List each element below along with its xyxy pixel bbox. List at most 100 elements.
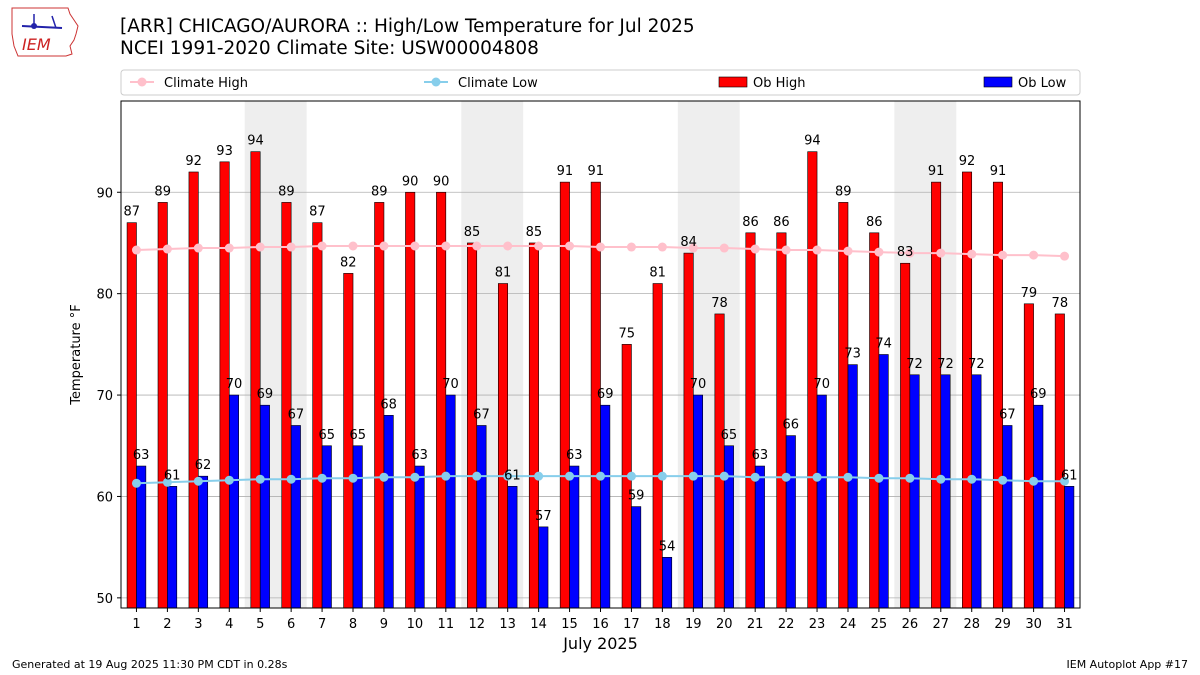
ob-low-label: 63 <box>752 448 769 463</box>
ob-low-bar <box>600 404 611 609</box>
x-tick-label: 19 <box>685 617 702 632</box>
climate-high-point <box>936 248 946 258</box>
ob-high-label: 91 <box>928 164 945 179</box>
ob-low-label: 73 <box>844 347 861 362</box>
footer-app: IEM Autoplot App #17 <box>1066 658 1189 671</box>
legend-ob-low-swatch <box>983 76 1013 88</box>
climate-high-point <box>379 241 389 251</box>
climate-high-point <box>162 244 172 254</box>
x-tick-label: 13 <box>499 617 516 632</box>
ob-high-label: 86 <box>773 215 790 230</box>
climate-low-point <box>657 471 667 481</box>
ob-high-bar <box>992 181 1003 609</box>
ob-high-bar <box>962 171 973 609</box>
ob-low-label: 70 <box>690 377 707 392</box>
ob-high-label: 81 <box>649 266 666 281</box>
ob-high-label: 85 <box>464 225 481 240</box>
y-tick-label: 90 <box>96 186 113 201</box>
x-tick-label: 15 <box>561 617 578 632</box>
x-tick-label: 30 <box>1025 617 1042 632</box>
x-tick-label: 4 <box>225 617 233 632</box>
legend-ob-high-swatch <box>718 76 748 88</box>
climate-high-point <box>565 241 575 251</box>
ob-low-label: 62 <box>195 458 212 473</box>
ob-low-bar <box>723 445 734 609</box>
climate-low-point <box>224 475 234 485</box>
climate-low-point <box>131 478 141 488</box>
climate-high-point <box>255 242 265 252</box>
ob-low-label: 65 <box>349 428 366 443</box>
ob-low-bar <box>971 374 982 609</box>
climate-high-point <box>131 245 141 255</box>
ob-low-label: 57 <box>535 509 552 524</box>
climate-high-point <box>441 241 451 251</box>
climate-low-point <box>596 471 605 481</box>
ob-high-label: 78 <box>1052 296 1069 311</box>
ob-low-bar <box>383 415 394 609</box>
ob-low-label: 74 <box>875 337 892 352</box>
y-tick-label: 50 <box>96 592 113 607</box>
x-tick-label: 18 <box>654 617 671 632</box>
x-tick-label: 20 <box>716 617 733 632</box>
ob-high-label: 91 <box>588 164 605 179</box>
climate-high-point <box>688 243 698 253</box>
x-tick-label: 1 <box>132 617 140 632</box>
ob-low-label: 70 <box>813 377 830 392</box>
title-line-2: NCEI 1991-2020 Climate Site: USW00004808 <box>120 38 539 59</box>
climate-high-point <box>503 241 513 251</box>
legend-ob-low-label: Ob Low <box>1018 76 1067 91</box>
ob-high-label: 89 <box>835 184 852 199</box>
climate-low-point <box>255 474 265 484</box>
logo-text: IEM <box>22 35 51 54</box>
ob-low-bar <box>228 394 239 609</box>
ob-high-bar <box>436 191 447 609</box>
climate-low-point <box>843 472 853 482</box>
x-tick-label: 6 <box>287 617 295 632</box>
climate-high-point <box>286 242 296 252</box>
legend-climate-high-marker <box>137 77 147 87</box>
ob-high-bar <box>281 202 292 609</box>
ob-high-label: 90 <box>402 174 419 189</box>
x-tick-label: 31 <box>1056 617 1073 632</box>
climate-high-point <box>750 244 760 254</box>
ob-low-bar <box>909 374 920 609</box>
legend-climate-high-label: Climate High <box>164 76 248 91</box>
ob-low-label: 63 <box>566 448 583 463</box>
climate-low-point <box>1029 476 1039 486</box>
ob-high-label: 91 <box>990 164 1007 179</box>
ob-high-bar <box>900 262 911 609</box>
climate-low-point <box>379 472 389 482</box>
x-tick-label: 17 <box>623 617 640 632</box>
ob-low-bar <box>445 394 456 609</box>
ob-high-label: 89 <box>154 184 171 199</box>
climate-low-point <box>874 473 884 483</box>
x-axis-label: July 2025 <box>562 634 638 653</box>
ob-high-label: 90 <box>433 174 450 189</box>
ob-low-label: 69 <box>1030 387 1047 402</box>
ob-high-bar <box>683 252 694 609</box>
legend-box <box>120 69 1081 96</box>
ob-high-label: 87 <box>309 205 326 220</box>
climate-low-point <box>348 473 358 483</box>
climate-high-point <box>905 248 915 258</box>
ob-low-label: 72 <box>937 357 954 372</box>
x-tick-label: 3 <box>194 617 202 632</box>
ob-low-label: 67 <box>288 407 305 422</box>
climate-high-point <box>348 241 358 251</box>
climate-low-point <box>781 472 791 482</box>
climate-high-point <box>472 241 482 251</box>
ob-high-bar <box>467 242 478 609</box>
legend: Climate High Climate Low Ob High Ob Low <box>120 69 1081 96</box>
y-tick-label: 60 <box>96 490 113 505</box>
x-tick-label: 22 <box>778 617 795 632</box>
x-tick-label: 11 <box>438 617 455 632</box>
ob-high-label: 92 <box>185 154 202 169</box>
ob-high-label: 83 <box>897 245 914 260</box>
ob-high-label: 91 <box>557 164 574 179</box>
ob-high-bar <box>838 202 849 609</box>
ob-low-bar <box>1064 486 1075 609</box>
ob-high-label: 81 <box>495 266 512 281</box>
climate-high-point <box>193 243 203 253</box>
ob-low-bar <box>847 364 858 609</box>
